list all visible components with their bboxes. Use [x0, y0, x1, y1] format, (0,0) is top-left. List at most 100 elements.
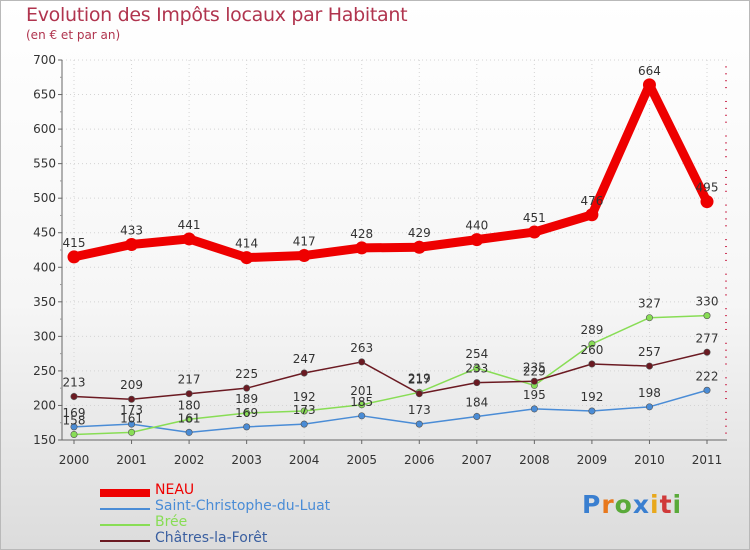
y-tick-label: 650	[33, 88, 56, 102]
y-tick-label: 250	[33, 364, 56, 378]
data-point	[243, 409, 251, 417]
data-point	[700, 195, 714, 209]
legend-item: NEAU	[100, 482, 360, 500]
data-point	[588, 360, 596, 368]
legend-label: NEAU	[155, 482, 195, 498]
y-tick-label: 500	[33, 191, 56, 205]
data-label: 428	[350, 227, 373, 241]
x-tick-label: 2006	[404, 453, 435, 467]
data-point	[358, 412, 366, 420]
data-point	[645, 362, 653, 370]
proxiti-logo: Proxiti	[582, 490, 682, 519]
legend-swatch	[100, 524, 150, 526]
series-line	[73, 351, 708, 400]
legend-label: Saint-Christophe-du-Luat	[155, 498, 331, 514]
data-point	[642, 78, 656, 92]
data-label: 225	[235, 367, 258, 381]
data-point	[128, 420, 136, 428]
data-point	[585, 208, 599, 222]
data-point	[70, 423, 78, 431]
data-point	[703, 348, 711, 356]
logo-letter: t	[659, 490, 673, 519]
data-label: 173	[408, 403, 431, 417]
data-label: 217	[408, 373, 431, 387]
logo-letter: P	[582, 490, 602, 519]
data-label: 173	[120, 403, 143, 417]
data-label: 222	[696, 369, 719, 383]
data-label: 451	[523, 211, 546, 225]
data-label: 158	[63, 413, 86, 427]
data-label: 327	[638, 297, 661, 311]
data-label: 180	[178, 398, 201, 412]
data-label: 198	[638, 386, 661, 400]
data-label: 173	[293, 403, 316, 417]
legend-item: Brée	[100, 514, 360, 532]
data-label: 189	[235, 392, 258, 406]
data-point	[645, 314, 653, 322]
data-label: 260	[580, 343, 603, 357]
data-label: 184	[465, 396, 488, 410]
data-label: 440	[465, 219, 488, 233]
data-point	[530, 377, 538, 385]
data-point	[297, 249, 311, 263]
data-point	[588, 407, 596, 415]
data-label: 441	[178, 218, 201, 232]
logo-letter: r	[601, 490, 615, 519]
data-label: 169	[235, 406, 258, 420]
data-point	[185, 428, 193, 436]
y-tick-label: 200	[33, 398, 56, 412]
legend-swatch	[100, 540, 150, 542]
line-chart: 150 200 250 300 350 400 450 500 550 600 650 700 2000…	[33, 53, 727, 467]
data-label: 247	[293, 352, 316, 366]
data-label: 209	[120, 378, 143, 392]
data-label: 433	[120, 223, 143, 237]
y-tick-label: 600	[33, 122, 56, 136]
data-point	[473, 364, 481, 372]
data-label: 429	[408, 226, 431, 240]
data-point	[185, 415, 193, 423]
legend-label: Châtres-la-Forêt	[155, 530, 268, 546]
data-point	[355, 241, 369, 255]
x-tick-label: 2010	[634, 453, 665, 467]
data-point	[182, 232, 196, 246]
x-tick-label: 2002	[174, 453, 205, 467]
data-label: 169	[63, 406, 86, 420]
series-line	[73, 389, 708, 434]
data-label: 415	[63, 236, 86, 250]
x-tick-label: 2000	[59, 453, 90, 467]
data-point	[300, 420, 308, 428]
data-label: 263	[350, 341, 373, 355]
data-label: 217	[178, 373, 201, 387]
data-label: 257	[638, 345, 661, 359]
legend-label: Brée	[155, 514, 188, 530]
data-label: 417	[293, 235, 316, 249]
x-tick-label: 2005	[346, 453, 377, 467]
y-tick-label: 700	[33, 53, 56, 67]
logo-letter: i	[650, 490, 660, 519]
data-label: 233	[465, 362, 488, 376]
series-line	[73, 314, 708, 436]
logo-letter: i	[672, 490, 683, 519]
x-tick-label: 2001	[116, 453, 147, 467]
data-label: 414	[235, 237, 258, 251]
legend-item: Châtres-la-Forêt	[100, 530, 360, 548]
y-tick-label: 400	[33, 260, 56, 274]
y-tick-label: 150	[33, 433, 56, 447]
x-tick-label: 2009	[577, 453, 608, 467]
y-tick-label: 350	[33, 295, 56, 309]
data-point	[125, 237, 139, 251]
data-label: 185	[350, 395, 373, 409]
logo-letter: x	[632, 490, 650, 519]
x-tick-label: 2008	[519, 453, 550, 467]
legend-item: Saint-Christophe-du-Luat	[100, 498, 360, 516]
data-label: 201	[350, 384, 373, 398]
data-point	[240, 251, 254, 265]
data-point	[473, 413, 481, 421]
data-point	[67, 250, 81, 264]
data-point	[358, 401, 366, 409]
data-point	[645, 403, 653, 411]
data-point	[128, 428, 136, 436]
x-tick-label: 2011	[692, 453, 723, 467]
data-label: 161	[178, 411, 201, 425]
